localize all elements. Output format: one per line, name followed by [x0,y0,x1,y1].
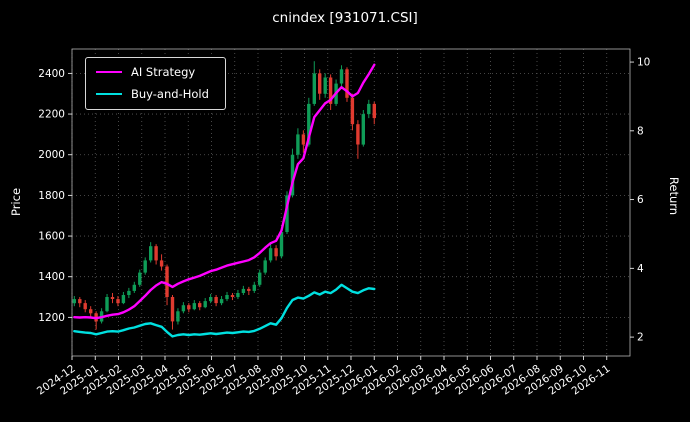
axis-ticks [68,61,634,360]
chart-title: cnindex [931071.CSI] [272,10,418,26]
return-axis-label: Return [667,176,681,216]
series-line-ai-strategy [73,63,376,320]
series-line-buy-and-hold [73,283,376,338]
svg-text:2000: 2000 [38,149,65,161]
svg-text:6: 6 [637,194,644,206]
legend-label-ai-strategy: AI Strategy [131,65,196,79]
candles-layer [72,61,376,330]
legend-item-ai-strategy: AI Strategy [96,65,209,79]
legend: AI Strategy Buy-and-Hold [85,57,226,110]
svg-text:8: 8 [637,125,644,137]
legend-item-buy-and-hold: Buy-and-Hold [96,87,209,101]
svg-text:10: 10 [637,57,650,69]
svg-text:1400: 1400 [38,271,65,283]
svg-text:2200: 2200 [38,109,65,121]
svg-text:2: 2 [637,332,644,344]
svg-text:4: 4 [637,263,644,275]
svg-text:1200: 1200 [38,312,65,324]
grid-lines [71,49,630,356]
svg-text:1800: 1800 [38,190,65,202]
ai-strategy-line-swatch [96,71,122,73]
svg-text:2400: 2400 [38,68,65,80]
price-axis-label: Price [9,187,23,217]
svg-text:1600: 1600 [38,231,65,243]
legend-label-buy-and-hold: Buy-and-Hold [131,87,209,101]
buy-and-hold-line-swatch [96,93,122,95]
